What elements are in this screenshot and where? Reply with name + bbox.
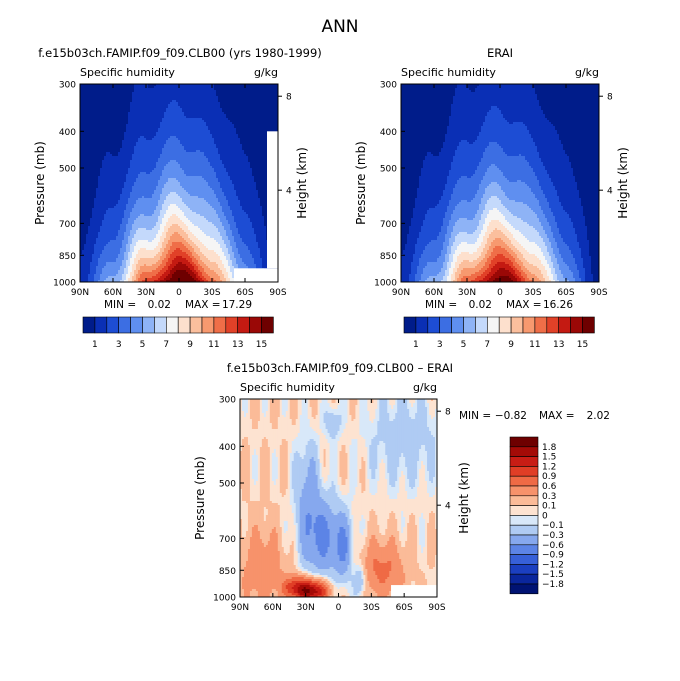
panel-1-title: f.e15b03ch.FAMIP.f09_f09.CLB00 (yrs 1980… — [38, 46, 322, 60]
panel-1-units: g/kg — [254, 66, 278, 79]
panel-1-variable: Specific humidity — [80, 66, 175, 79]
figure-title: ANN — [321, 17, 358, 37]
